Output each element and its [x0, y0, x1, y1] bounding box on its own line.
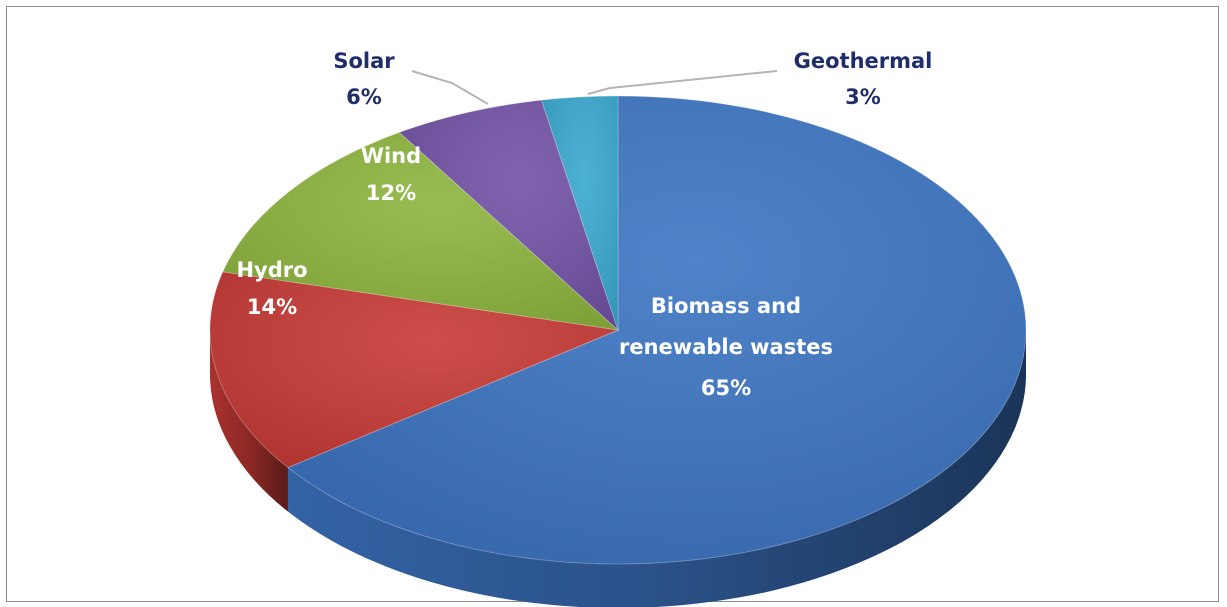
pie-slice-shine-biomass-and-renewable-wastes	[287, 96, 1027, 565]
data-label-name-hydro: Hydro	[236, 258, 307, 282]
pie-slice-shine-solar	[399, 100, 618, 331]
data-label-name-biomass-and-renewable-wastes: renewable wastes	[619, 335, 833, 359]
data-label-name-geothermal: Geothermal	[794, 49, 933, 73]
data-label-value-solar: 6%	[346, 85, 382, 109]
pie-side-shade-biomass-and-renewable-wastes	[287, 330, 1026, 607]
data-label-value-wind: 12%	[366, 181, 416, 205]
data-label-value-biomass-and-renewable-wastes: 65%	[701, 376, 751, 400]
pie-slice-shine-geothermal	[541, 96, 618, 330]
data-label-name-biomass-and-renewable-wastes: Biomass and	[651, 294, 801, 318]
leader-line-geothermal	[587, 70, 778, 95]
pie-slice-shine-hydro	[210, 271, 619, 468]
data-label-name-wind: Wind	[361, 144, 421, 168]
data-label-value-hydro: 14%	[247, 295, 297, 319]
leader-line-solar	[411, 70, 489, 105]
pie-side-shade-hydro	[210, 330, 288, 512]
data-label-name-solar: Solar	[333, 49, 395, 73]
data-label-value-geothermal: 3%	[845, 85, 881, 109]
pie-slice-shine-wind	[222, 132, 619, 330]
